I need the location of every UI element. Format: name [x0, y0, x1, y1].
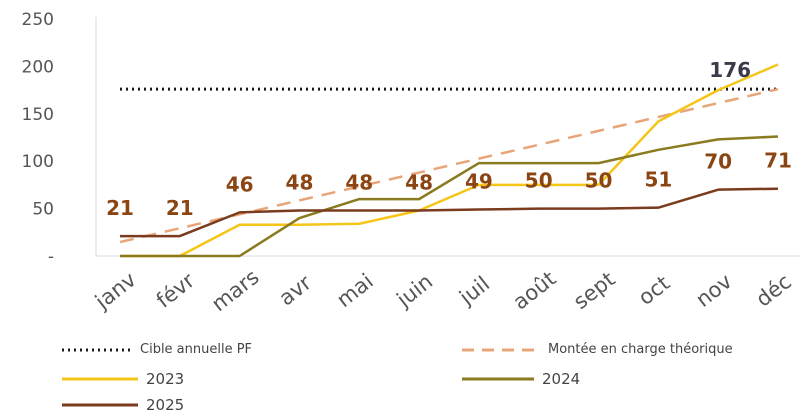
series-line-1 [120, 63, 779, 258]
y-tick-label: - [48, 247, 54, 267]
data-label: 21 [106, 196, 134, 220]
x-tick-label: mai [332, 269, 378, 312]
series-line-3 [120, 187, 779, 238]
legend-item-theory: Montée en charge théorique [462, 342, 733, 357]
y-tick-label: 100 [22, 152, 54, 172]
legend-swatch-2023 [62, 377, 138, 381]
legend-label-target: Cible annuelle PF [140, 342, 253, 357]
legend-swatch-2025 [62, 403, 138, 407]
data-label: 51 [644, 168, 672, 192]
legend-item-2024: 2024 [462, 370, 580, 388]
legend-item-2023: 2023 [62, 370, 184, 388]
y-tick-label: 50 [32, 200, 54, 220]
data-label: 48 [286, 170, 314, 194]
data-label: 50 [585, 169, 613, 193]
x-tick-label: mars [207, 265, 263, 316]
x-tick-label: oct [634, 271, 674, 310]
data-label: 49 [465, 170, 493, 194]
y-tick-label: 150 [22, 105, 54, 125]
legend-label-2023: 2023 [146, 370, 185, 388]
legend-label-2025: 2025 [146, 396, 185, 414]
x-tick-label: juil [454, 272, 494, 311]
y-tick-label: 200 [22, 57, 54, 77]
data-label: 48 [345, 170, 373, 194]
legend-label-2024: 2024 [542, 370, 581, 388]
legend-swatch-2024 [462, 377, 534, 381]
data-label: 50 [525, 169, 553, 193]
data-label: 21 [166, 196, 194, 220]
legend-swatch-theory [462, 348, 540, 351]
data-label: 48 [405, 170, 433, 194]
legend-swatch-target [62, 348, 132, 351]
series-line-2 [120, 135, 779, 258]
x-tick-label: nov [691, 269, 736, 312]
x-tick-label: avr [274, 270, 316, 310]
data-label: 71 [764, 149, 792, 173]
y-tick-label: 250 [22, 10, 54, 30]
line-chart: 250 200 150 100 50 - janv févr mars avr mai juin jui… [22, 10, 800, 316]
legend-item-2025: 2025 [62, 396, 184, 414]
x-tick-label: déc [751, 269, 796, 311]
x-tick-label: févr [152, 268, 200, 313]
legend-item-target: Cible annuelle PF [62, 342, 252, 357]
series-line-0 [119, 87, 779, 244]
x-tick-label: août [508, 266, 560, 314]
x-tick-label: janv [90, 267, 141, 314]
annotation-target-value: 176 [709, 58, 751, 82]
data-label: 70 [704, 150, 732, 174]
x-tick-label: sept [569, 267, 620, 314]
data-label: 46 [226, 172, 254, 196]
legend-label-theory: Montée en charge théorique [548, 342, 733, 357]
x-tick-label: juin [392, 269, 438, 312]
